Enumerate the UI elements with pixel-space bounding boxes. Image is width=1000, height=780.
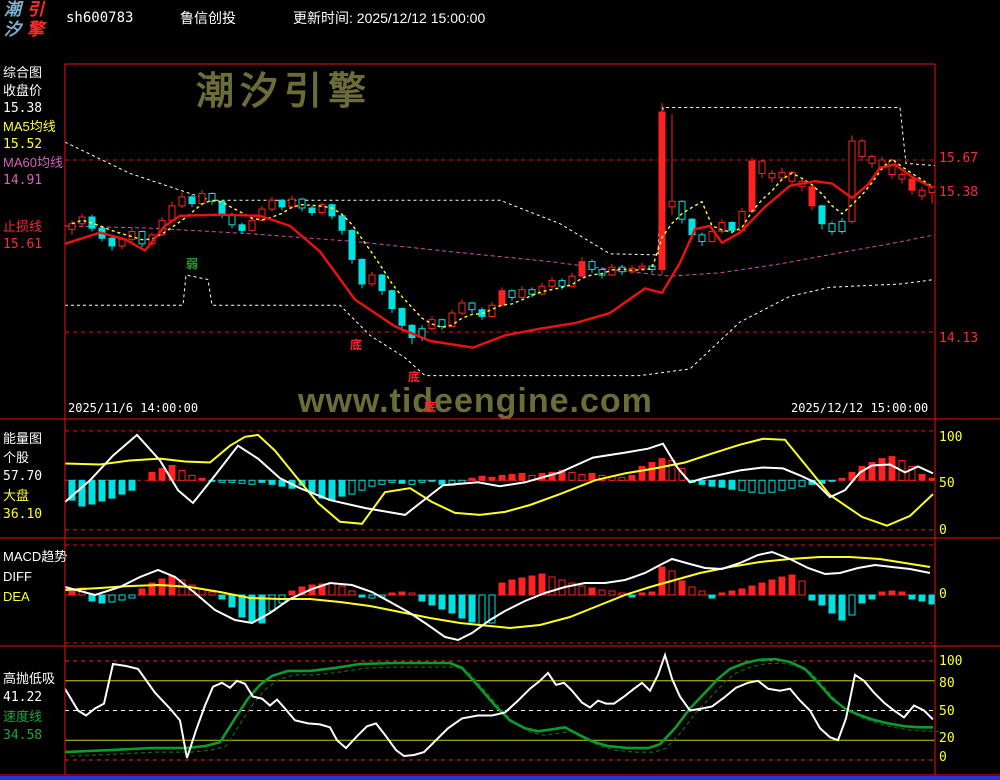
energy-stock-label: 个股 <box>3 450 30 465</box>
stop-loss-label: 止损线 <box>3 219 43 234</box>
legend-close-label: 收盘价 <box>3 83 43 98</box>
x-axis-end-date: 2025/12/12 15:00:00 <box>791 401 929 415</box>
svg-text:底: 底 <box>350 337 362 352</box>
stock-name[interactable]: 鲁信创投 <box>180 10 236 26</box>
macd-dea-label: DEA <box>3 589 30 604</box>
logo-char: 引 <box>27 0 44 19</box>
stop-loss-legend: 止损线 15.61 <box>3 219 42 255</box>
main-panel-legend: 综合图 收盘价 15.38 MA5均线 15.52 MA60均线 14.91 <box>3 65 63 191</box>
price-axis-low: 14.13 <box>939 331 979 346</box>
energy-axis-50: 50 <box>939 476 955 491</box>
legend-ma60-value: 14.91 <box>3 173 43 188</box>
stop-loss-value: 15.61 <box>3 237 43 252</box>
legend-composite-label[interactable]: 综合图 <box>3 65 43 80</box>
osc-axis-20: 20 <box>939 731 955 746</box>
svg-text:底: 底 <box>424 399 436 414</box>
svg-text:弱: 弱 <box>186 256 198 271</box>
osc-speed-value: 34.58 <box>3 728 43 743</box>
brand-watermark: 潮汐引擎 <box>196 71 373 113</box>
stock-code[interactable]: sh600783 <box>66 10 134 26</box>
osc-title[interactable]: 高抛低吸 <box>3 671 56 686</box>
energy-title[interactable]: 能量图 <box>3 431 43 446</box>
taskbar-strip <box>0 776 1000 780</box>
legend-close-value: 15.38 <box>3 101 43 116</box>
site-watermark: www.tideengine.com <box>298 382 653 420</box>
svg-text:底: 底 <box>408 369 420 384</box>
legend-ma5-label: MA5均线 <box>3 119 56 134</box>
x-axis-start-date: 2025/11/6 14:00:00 <box>68 401 199 415</box>
macd-diff-label: DIFF <box>3 569 32 584</box>
macd-panel-legend: MACD趋势 DIFF DEA <box>3 549 67 609</box>
osc-speed-label: 速度线 <box>3 709 43 724</box>
logo-char: 擎 <box>27 20 44 39</box>
energy-stock-value: 57.70 <box>3 469 43 484</box>
update-time: 更新时间: 2025/12/12 15:00:00 <box>293 10 486 26</box>
logo-char: 潮 <box>4 0 21 19</box>
osc-axis-0: 0 <box>939 750 947 765</box>
energy-market-label: 大盘 <box>3 488 30 503</box>
energy-axis-100: 100 <box>939 430 963 445</box>
energy-market-value: 36.10 <box>3 507 43 522</box>
osc-axis-80: 80 <box>939 676 955 691</box>
osc-panel-legend: 高抛低吸 41.22 速度线 34.58 <box>3 671 55 747</box>
macd-title[interactable]: MACD趋势 <box>3 549 68 564</box>
osc-axis-100: 100 <box>939 654 963 669</box>
legend-ma60-label: MA60均线 <box>3 155 63 170</box>
osc-main-value: 41.22 <box>3 690 43 705</box>
osc-axis-50: 50 <box>939 704 955 719</box>
logo-char: 汐 <box>4 20 21 39</box>
price-axis-close: 15.38 <box>939 185 979 200</box>
legend-ma5-value: 15.52 <box>3 137 43 152</box>
macd-axis-0: 0 <box>939 587 947 602</box>
energy-panel-legend: 能量图 个股 57.70 大盘 36.10 <box>3 431 42 526</box>
app-logo: 潮 引 汐 擎 <box>4 0 50 40</box>
price-axis-high: 15.67 <box>939 151 979 166</box>
energy-axis-0: 0 <box>939 523 947 538</box>
